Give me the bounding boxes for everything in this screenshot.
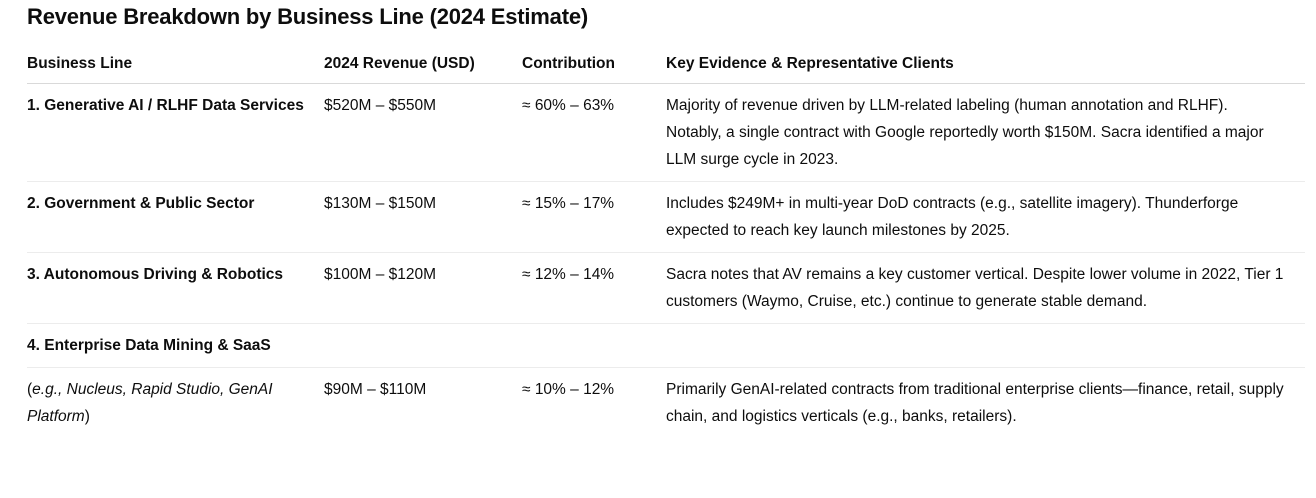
evidence-cell: Majority of revenue driven by LLM-relate… bbox=[666, 83, 1305, 182]
contribution-cell bbox=[522, 323, 666, 368]
business-line-subcell: (e.g., Nucleus, Rapid Studio, GenAI Plat… bbox=[27, 368, 324, 439]
contribution-cell: ≈ 12% – 14% bbox=[522, 252, 666, 324]
paren-open: ( bbox=[27, 381, 33, 398]
revenue-table: Business Line 2024 Revenue (USD) Contrib… bbox=[27, 46, 1305, 438]
header-business-line: Business Line bbox=[27, 46, 324, 84]
contribution-cell: ≈ 15% – 17% bbox=[522, 181, 666, 253]
business-line-cell: 1. Generative AI / RLHF Data Services bbox=[27, 83, 324, 182]
product-examples: e.g., Nucleus, Rapid Studio, GenAI Platf… bbox=[27, 381, 273, 425]
evidence-cell: Includes $249M+ in multi-year DoD contra… bbox=[666, 181, 1305, 253]
revenue-cell: $100M – $120M bbox=[324, 252, 522, 324]
business-line-cell: 3. Autonomous Driving & Robotics bbox=[27, 252, 324, 324]
revenue-cell bbox=[324, 323, 522, 368]
table-row: 3. Autonomous Driving & Robotics $100M –… bbox=[27, 252, 1305, 324]
evidence-cell: Sacra notes that AV remains a key custom… bbox=[666, 252, 1305, 324]
contribution-cell: ≈ 10% – 12% bbox=[522, 381, 615, 398]
header-contribution: Contribution bbox=[522, 46, 666, 84]
revenue-cell: $130M – $150M bbox=[324, 181, 522, 253]
revenue-cell: $90M – $110M bbox=[324, 381, 427, 398]
table-row: 4. Enterprise Data Mining & SaaS bbox=[27, 323, 1305, 368]
header-evidence: Key Evidence & Representative Clients bbox=[666, 46, 1305, 84]
business-line-cell: 2. Government & Public Sector bbox=[27, 181, 324, 253]
table-header-row: Business Line 2024 Revenue (USD) Contrib… bbox=[27, 46, 1305, 84]
header-revenue: 2024 Revenue (USD) bbox=[324, 46, 522, 84]
page-title: Revenue Breakdown by Business Line (2024… bbox=[27, 4, 588, 29]
table-row: (e.g., Nucleus, Rapid Studio, GenAI Plat… bbox=[27, 368, 1305, 439]
evidence-cell bbox=[666, 323, 1305, 368]
paren-close: ) bbox=[84, 408, 90, 425]
business-line-cell: 4. Enterprise Data Mining & SaaS bbox=[27, 323, 324, 368]
table-row: 2. Government & Public Sector $130M – $1… bbox=[27, 181, 1305, 253]
table-row: 1. Generative AI / RLHF Data Services $5… bbox=[27, 83, 1305, 182]
revenue-cell: $520M – $550M bbox=[324, 83, 522, 182]
evidence-cell: Primarily GenAI-related contracts from t… bbox=[666, 381, 1284, 425]
contribution-cell: ≈ 60% – 63% bbox=[522, 83, 666, 182]
